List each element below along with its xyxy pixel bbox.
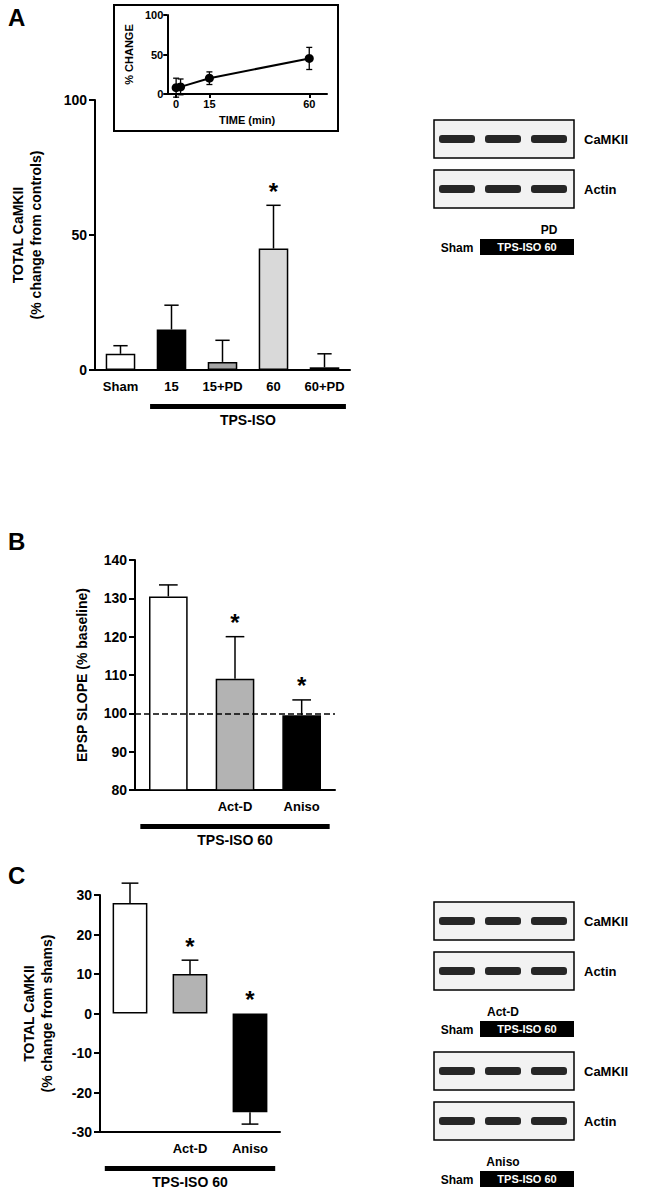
svg-text:120: 120 — [104, 629, 128, 645]
svg-text:TPS-ISO 60: TPS-ISO 60 — [152, 1174, 228, 1190]
svg-text:Aniso: Aniso — [232, 1141, 268, 1156]
svg-text:Sham: Sham — [441, 1173, 474, 1187]
svg-text:CaMKII: CaMKII — [584, 132, 628, 147]
svg-text:-20: -20 — [72, 1085, 92, 1101]
svg-text:TPS-ISO 60: TPS-ISO 60 — [497, 1173, 556, 1185]
svg-text:15: 15 — [203, 98, 215, 110]
svg-text:80: 80 — [111, 782, 127, 798]
svg-text:Sham: Sham — [441, 1023, 474, 1037]
svg-text:*: * — [269, 178, 279, 205]
svg-text:Aniso: Aniso — [486, 1155, 519, 1169]
svg-text:-30: -30 — [72, 1124, 92, 1140]
svg-text:*: * — [297, 672, 307, 699]
svg-text:20: 20 — [76, 927, 92, 943]
svg-text:TPS-ISO 60: TPS-ISO 60 — [197, 832, 273, 848]
svg-text:60: 60 — [303, 98, 315, 110]
svg-text:TPS-ISO 60: TPS-ISO 60 — [497, 241, 556, 253]
svg-text:TIME (min): TIME (min) — [219, 114, 276, 126]
svg-text:Act-D: Act-D — [173, 1141, 208, 1156]
svg-text:Sham: Sham — [441, 241, 474, 255]
svg-text:0: 0 — [84, 1006, 92, 1022]
svg-text:100: 100 — [64, 92, 88, 108]
html-text:A: A — [8, 4, 26, 31]
svg-text:0: 0 — [173, 98, 179, 110]
svg-text:Sham: Sham — [103, 379, 138, 394]
svg-text:-10: -10 — [72, 1045, 92, 1061]
svg-text:50: 50 — [151, 49, 163, 61]
svg-text:Act-D: Act-D — [218, 799, 253, 814]
html-text:C: C — [8, 862, 26, 889]
svg-text:EPSP SLOPE (% baseline): EPSP SLOPE (% baseline) — [74, 588, 90, 762]
svg-text:Actin: Actin — [584, 182, 617, 197]
svg-text:30: 30 — [76, 887, 92, 903]
svg-text:100: 100 — [104, 705, 128, 721]
svg-text:CaMKII: CaMKII — [584, 914, 628, 929]
svg-text:140: 140 — [104, 552, 128, 568]
html-text:B: B — [8, 528, 26, 555]
svg-text:Act-D: Act-D — [487, 1005, 519, 1019]
svg-text:0: 0 — [79, 362, 87, 378]
svg-text:60+PD: 60+PD — [304, 379, 344, 394]
svg-text:60: 60 — [266, 379, 280, 394]
svg-text:90: 90 — [111, 744, 127, 760]
svg-text:0: 0 — [157, 88, 163, 100]
svg-text:TOTAL CaMKII: TOTAL CaMKII — [10, 187, 26, 283]
svg-text:*: * — [185, 933, 195, 960]
svg-text:Actin: Actin — [584, 964, 617, 979]
svg-text:Actin: Actin — [584, 1114, 617, 1129]
svg-text:15: 15 — [164, 379, 178, 394]
svg-text:% CHANGE: % CHANGE — [123, 24, 135, 85]
svg-text:(% change from controls): (% change from controls) — [28, 151, 44, 320]
svg-text:CaMKII: CaMKII — [584, 1064, 628, 1079]
svg-text:*: * — [245, 986, 255, 1013]
svg-text:130: 130 — [104, 590, 128, 606]
svg-text:110: 110 — [104, 667, 127, 683]
svg-text:Aniso: Aniso — [284, 799, 320, 814]
svg-text:100: 100 — [145, 9, 163, 21]
svg-text:15+PD: 15+PD — [202, 379, 242, 394]
svg-text:PD: PD — [541, 223, 558, 237]
svg-text:*: * — [230, 609, 240, 636]
svg-text:10: 10 — [76, 966, 92, 982]
svg-text:TPS-ISO: TPS-ISO — [220, 412, 276, 428]
svg-text:50: 50 — [71, 227, 87, 243]
svg-text:TOTAL CaMKII: TOTAL CaMKII — [21, 965, 37, 1061]
svg-text:(% change from shams): (% change from shams) — [39, 935, 55, 1093]
svg-text:TPS-ISO 60: TPS-ISO 60 — [497, 1023, 556, 1035]
